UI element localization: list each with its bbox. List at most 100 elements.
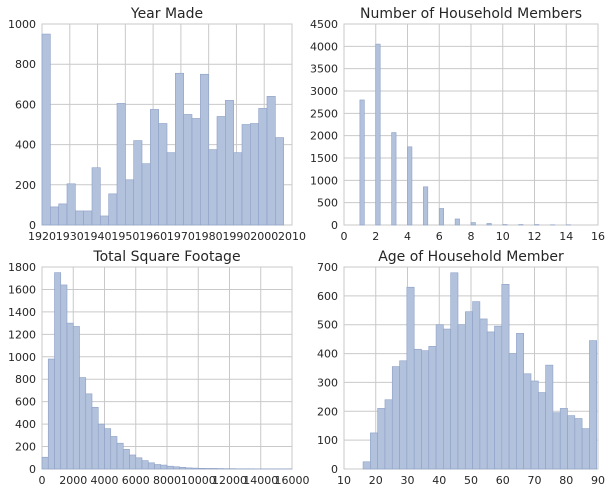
histogram-bar <box>423 186 429 226</box>
histogram-bar <box>216 116 226 226</box>
histogram-bar <box>530 380 539 470</box>
histogram-bar <box>375 43 381 226</box>
histogram-bar <box>60 284 68 470</box>
y-tick-label: 400 <box>15 418 36 431</box>
x-tick-label: 6000 <box>122 474 150 487</box>
y-tick-label: 3500 <box>310 63 338 76</box>
y-tick-label: 400 <box>15 139 36 152</box>
histogram-bar <box>377 408 386 470</box>
y-tick-label: 1000 <box>310 174 338 187</box>
histogram-bar <box>457 324 466 470</box>
x-tick-label: 10 <box>337 474 351 487</box>
y-tick-label: 1000 <box>8 351 36 364</box>
histogram-bar <box>567 415 576 470</box>
histogram-bar <box>183 114 193 226</box>
histogram-bar <box>501 284 510 470</box>
histogram-bar <box>384 399 393 470</box>
y-tick-label: 3000 <box>310 85 338 98</box>
y-tick-label: 4000 <box>310 40 338 53</box>
histogram-bar <box>225 100 234 226</box>
histogram-bar <box>538 392 546 470</box>
histogram-bar <box>110 436 118 470</box>
histogram-bar <box>135 457 143 470</box>
histogram-bar <box>589 340 598 470</box>
histogram-bar <box>116 442 124 470</box>
histogram-bar <box>97 423 105 470</box>
x-tick-label: 50 <box>464 474 478 487</box>
histogram-bar <box>581 428 590 470</box>
histogram-bar <box>508 353 517 470</box>
histogram-bar <box>250 123 259 226</box>
histogram-bar <box>50 206 59 226</box>
histogram-bar <box>160 464 168 470</box>
histogram-bar <box>413 348 422 470</box>
histogram-bar <box>85 393 93 470</box>
histogram-bar <box>454 218 460 226</box>
x-tick-label: 40 <box>432 474 446 487</box>
histogram-bar <box>58 203 68 226</box>
x-tick-label: 2000 <box>250 230 278 243</box>
histogram-bar <box>166 152 176 226</box>
histogram-bar <box>150 109 159 226</box>
chart-title: Age of Household Member <box>378 249 564 265</box>
y-tick-label: 600 <box>15 98 36 111</box>
histogram-bar <box>72 326 80 470</box>
y-tick-label: 1500 <box>310 152 338 165</box>
histogram-bar <box>450 272 459 470</box>
x-tick-label: 4000 <box>91 474 119 487</box>
histogram-bar <box>559 408 568 470</box>
y-tick-label: 0 <box>331 219 338 232</box>
histogram-bar <box>154 464 162 470</box>
chart-title: Number of Household Members <box>360 6 582 22</box>
histogram-bar <box>147 462 155 470</box>
histogram-bar <box>266 96 276 226</box>
histogram-bar <box>91 167 101 226</box>
histogram-bar <box>370 432 378 470</box>
histogram-bar <box>435 324 444 470</box>
chart-title: Year Made <box>130 6 203 22</box>
histogram-bar <box>179 467 187 470</box>
y-tick-label: 1200 <box>8 328 36 341</box>
histogram-bar <box>233 152 243 226</box>
x-tick-label: 8000 <box>153 474 181 487</box>
x-tick-label: 8 <box>468 230 475 243</box>
y-tick-label: 400 <box>317 348 338 361</box>
x-tick-label: 1990 <box>222 230 250 243</box>
y-tick-label: 1800 <box>8 261 36 274</box>
histogram-bar <box>470 222 476 226</box>
histogram-bar <box>258 108 268 226</box>
y-tick-label: 4500 <box>310 18 338 31</box>
histogram-bar <box>464 311 473 470</box>
x-tick-label: 16 <box>591 230 605 243</box>
histogram-bar <box>158 123 168 226</box>
histogram-bar <box>210 468 218 470</box>
x-tick-label: 4 <box>404 230 411 243</box>
histogram-bar <box>391 366 400 470</box>
x-tick-label: 1960 <box>139 230 167 243</box>
histogram-bar <box>362 461 371 470</box>
histogram-bar <box>552 412 561 470</box>
histogram-bar <box>516 333 525 470</box>
histogram-bar <box>175 72 184 226</box>
y-tick-label: 0 <box>331 463 338 476</box>
y-tick-label: 2000 <box>310 130 338 143</box>
histogram-bar <box>41 33 51 226</box>
x-tick-label: 60 <box>496 474 510 487</box>
y-tick-label: 800 <box>15 373 36 386</box>
y-tick-label: 700 <box>317 261 338 274</box>
x-tick-label: 1970 <box>167 230 195 243</box>
x-tick-label: 0 <box>39 474 46 487</box>
histogram-bar <box>191 467 199 470</box>
histogram-bar <box>185 467 193 470</box>
subplot-1: 0 200 400 600 800 1000 1920 1930 1940 1950 1960 197… <box>8 6 306 243</box>
chart-title: Total Square Footage <box>92 249 240 265</box>
subplot-4: 0 100 200 300 400 500 600 700 10 20 30 40 50 60 70 80 90… <box>317 249 605 487</box>
histogram-bar <box>125 179 134 226</box>
y-tick-label: 200 <box>15 179 36 192</box>
subplot-3: 0 200 400 600 800 1000 1200 1400 1600 1800 0 2000 40… <box>8 249 310 487</box>
y-tick-label: 200 <box>317 405 338 418</box>
histogram-bar <box>54 272 62 470</box>
x-tick-label: 30 <box>401 474 415 487</box>
y-tick-label: 100 <box>317 434 338 447</box>
histogram-bar <box>407 146 413 226</box>
